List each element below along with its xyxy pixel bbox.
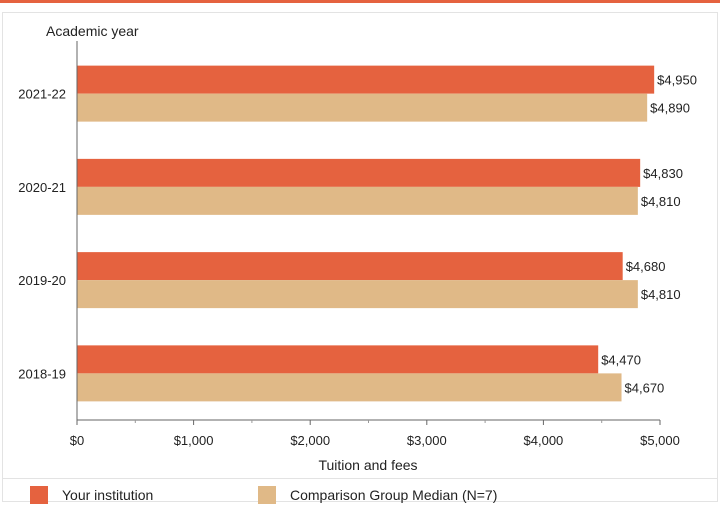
bar-your-institution-2020-21 <box>77 158 641 187</box>
top-accent-rule <box>0 0 720 3</box>
data-label-comparison-median-2020-21: $4,810 <box>641 194 681 209</box>
data-label-comparison-median-2018-19: $4,670 <box>625 380 665 395</box>
x-axis: $0 $1,000 $2,000 $3,000 $4,000 $5,000 <box>70 41 680 448</box>
bar-comparison-median-2021-22 <box>77 93 648 122</box>
category-label-2018-19: 2018-19 <box>18 366 66 381</box>
x-tick-label-2000: $2,000 <box>290 433 330 448</box>
bar-comparison-median-2019-20 <box>77 280 638 309</box>
data-label-comparison-median-2019-20: $4,810 <box>641 287 681 302</box>
bar-your-institution-2018-19 <box>77 345 599 374</box>
x-tick-label-4000: $4,000 <box>524 433 564 448</box>
x-tick-label-1000: $1,000 <box>174 433 214 448</box>
bar-comparison-median-2020-21 <box>77 186 638 215</box>
legend-item-your-institution: Your institution <box>30 486 153 504</box>
chart-panel <box>2 12 718 502</box>
category-label-2019-20: 2019-20 <box>18 273 66 288</box>
bar-your-institution-2019-20 <box>77 252 623 281</box>
legend-swatch-your-institution <box>30 486 48 504</box>
data-label-your-institution-2019-20: $4,680 <box>626 259 666 274</box>
data-label-comparison-median-2021-22: $4,890 <box>650 101 690 116</box>
legend-item-comparison-median: Comparison Group Median (N=7) <box>258 486 497 504</box>
bar-your-institution-2021-22 <box>77 65 655 94</box>
data-label-your-institution-2020-21: $4,830 <box>643 166 683 181</box>
category-label-2020-21: 2020-21 <box>18 180 66 195</box>
category-label-2021-22: 2021-22 <box>18 87 66 102</box>
legend-label-your-institution: Your institution <box>62 487 154 503</box>
x-axis-title: Tuition and fees <box>318 457 417 473</box>
bars-group: 2021-22 $4,950 $4,890 2020-21 $4,830 $4,810 20… <box>18 65 697 402</box>
x-tick-label-5000: $5,000 <box>640 433 680 448</box>
legend-separator <box>2 478 718 479</box>
data-label-your-institution-2018-19: $4,470 <box>601 352 641 367</box>
x-tick-label-0: $0 <box>70 433 84 448</box>
y-axis-title: Academic year <box>46 23 139 39</box>
data-label-your-institution-2021-22: $4,950 <box>657 73 697 88</box>
legend-swatch-comparison-median <box>258 486 276 504</box>
x-tick-label-3000: $3,000 <box>407 433 447 448</box>
legend-label-comparison-median: Comparison Group Median (N=7) <box>290 487 498 503</box>
bar-comparison-median-2018-19 <box>77 373 622 402</box>
